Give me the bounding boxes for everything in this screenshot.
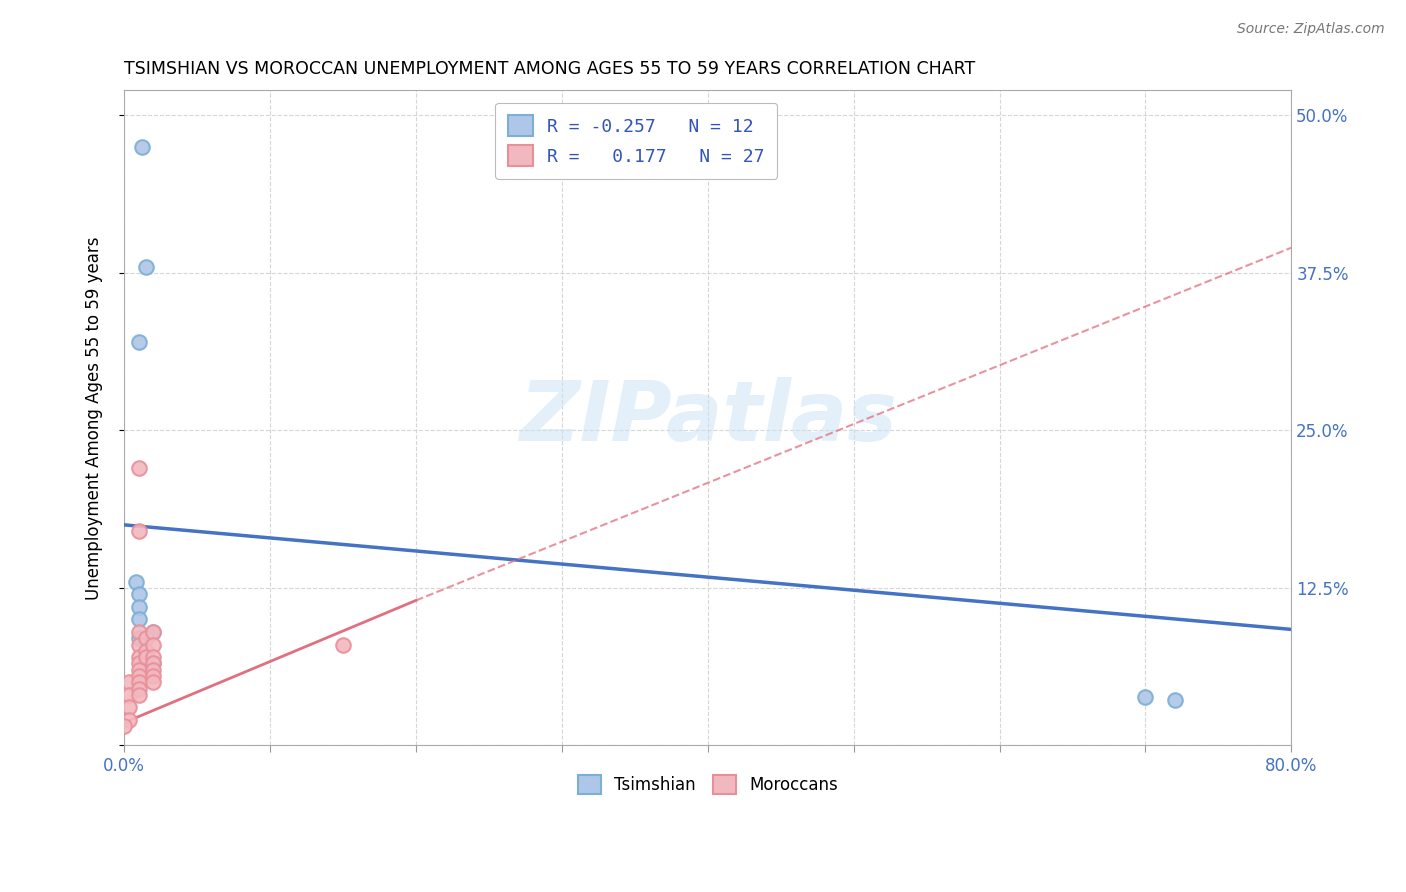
Point (128, 688, 150, 702)
Y-axis label: Unemployment Among Ages 55 to 59 years: Unemployment Among Ages 55 to 59 years (86, 236, 103, 599)
Point (142, 657, 165, 671)
Point (128, 663, 150, 677)
Point (142, 669, 165, 683)
Point (128, 461, 150, 475)
Point (135, 260, 157, 274)
Point (117, 675, 139, 690)
Point (135, 631, 157, 645)
Point (332, 638, 354, 652)
Point (131, 140, 153, 154)
Point (128, 335, 150, 350)
Point (128, 624, 150, 639)
Point (142, 657, 165, 671)
Point (128, 524, 150, 538)
Point (142, 663, 165, 677)
Point (128, 612, 150, 626)
Point (142, 638, 165, 652)
Point (135, 650, 157, 665)
Point (128, 599, 150, 614)
Point (128, 669, 150, 683)
Text: Source: ZipAtlas.com: Source: ZipAtlas.com (1237, 22, 1385, 37)
Point (142, 650, 165, 665)
Point (128, 657, 150, 671)
Text: TSIMSHIAN VS MOROCCAN UNEMPLOYMENT AMONG AGES 55 TO 59 YEARS CORRELATION CHART: TSIMSHIAN VS MOROCCAN UNEMPLOYMENT AMONG… (124, 60, 976, 78)
Point (128, 675, 150, 690)
Point (117, 713, 139, 727)
Point (112, 719, 135, 733)
Point (117, 688, 139, 702)
Point (135, 644, 157, 658)
Point (128, 650, 150, 665)
Point (125, 574, 148, 589)
Point (128, 638, 150, 652)
Point (1135, 690, 1157, 705)
Point (128, 681, 150, 696)
Text: ZIPatlas: ZIPatlas (519, 377, 897, 458)
Point (142, 624, 165, 639)
Point (142, 675, 165, 690)
Point (128, 631, 150, 645)
Point (142, 624, 165, 639)
Point (117, 700, 139, 714)
Point (128, 587, 150, 601)
Legend: Tsimshian, Moroccans: Tsimshian, Moroccans (569, 766, 846, 803)
Point (1163, 693, 1185, 707)
